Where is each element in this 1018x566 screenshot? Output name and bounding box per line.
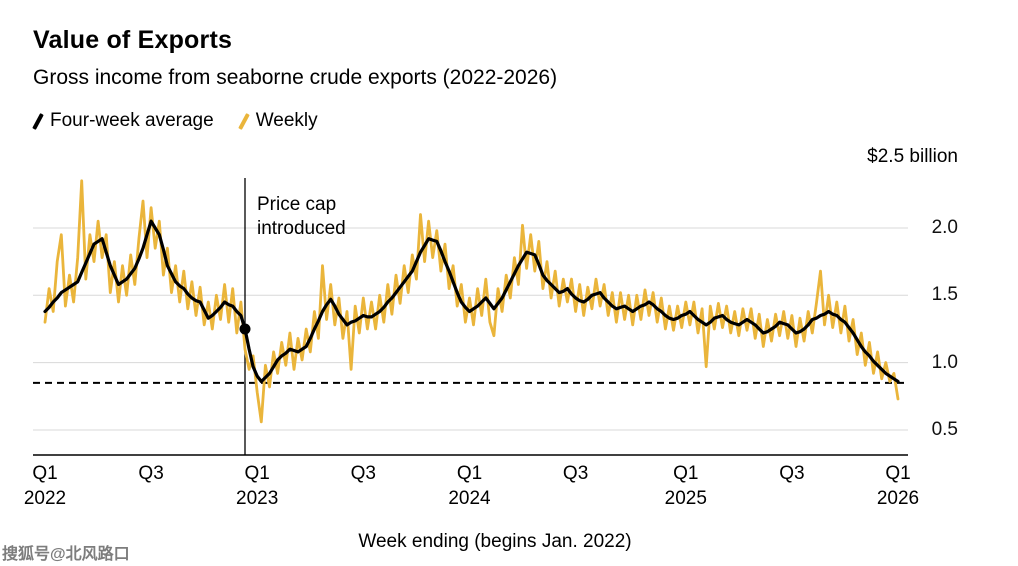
x-tick-label-line: Q3 xyxy=(138,463,164,484)
legend-label-four-week-average: Four-week average xyxy=(50,110,214,131)
x-tick-label: Q3 xyxy=(779,461,804,486)
chart-title: Value of Exports xyxy=(33,26,233,54)
x-tick-label-line: Q1 xyxy=(673,463,699,484)
y-tick-label: 1.0 xyxy=(931,351,958,373)
x-tick-label-line: Q1 xyxy=(32,463,58,484)
x-tick-label-line: 2026 xyxy=(876,488,920,509)
price-cap-annotation: Price cap introduced xyxy=(256,194,346,239)
weekly-line-icon xyxy=(237,112,250,130)
watermark: 搜狐号@北风路口 xyxy=(2,546,130,563)
x-tick-label-line: 2025 xyxy=(664,488,707,509)
y-tick-label: 1.5 xyxy=(931,284,958,306)
x-axis-title: Week ending (begins Jan. 2022) xyxy=(358,531,632,552)
x-tick-label: Q3 xyxy=(138,461,163,486)
legend: Four-week average Weekly xyxy=(32,110,318,132)
legend-item-four-week-average: Four-week average xyxy=(32,110,214,132)
x-tick-label-line: 2024 xyxy=(448,488,491,509)
x-tick-label-line: Q3 xyxy=(350,463,376,484)
y-tick-label: 2.0 xyxy=(931,216,958,238)
price-cap-marker-dot xyxy=(239,323,251,335)
chart-subtitle: Gross income from seaborne crude exports… xyxy=(33,66,558,89)
x-tick-label: Q1 2024 xyxy=(448,461,490,511)
x-tick-label-line: 2022 xyxy=(23,488,67,509)
x-tick-label-line: Q3 xyxy=(779,463,805,484)
x-tick-label-line: Q1 xyxy=(456,463,483,484)
x-tick-label-line: Q1 xyxy=(885,463,911,484)
x-tick-label: Q1 2025 xyxy=(665,461,707,511)
x-tick-label: Q3 xyxy=(563,461,588,486)
legend-label-weekly: Weekly xyxy=(255,110,318,131)
y-axis-unit-label: $2.5 billion xyxy=(867,146,958,167)
weekly-series-line xyxy=(43,179,900,424)
x-tick-label: Q1 2022 xyxy=(24,461,66,511)
four-week-average-line-icon xyxy=(32,112,44,130)
x-tick-label: Q1 2026 xyxy=(877,461,919,511)
y-tick-label: 0.5 xyxy=(931,419,958,440)
legend-item-weekly: Weekly xyxy=(237,110,318,132)
x-tick-label-line: 2023 xyxy=(236,488,279,509)
four-week-average-series-line xyxy=(43,219,900,384)
x-tick-label: Q3 xyxy=(351,461,376,486)
x-tick-label-line: Q1 xyxy=(244,463,270,484)
x-tick-label: Q1 2023 xyxy=(236,461,278,511)
x-tick-label-line: Q3 xyxy=(562,463,589,484)
